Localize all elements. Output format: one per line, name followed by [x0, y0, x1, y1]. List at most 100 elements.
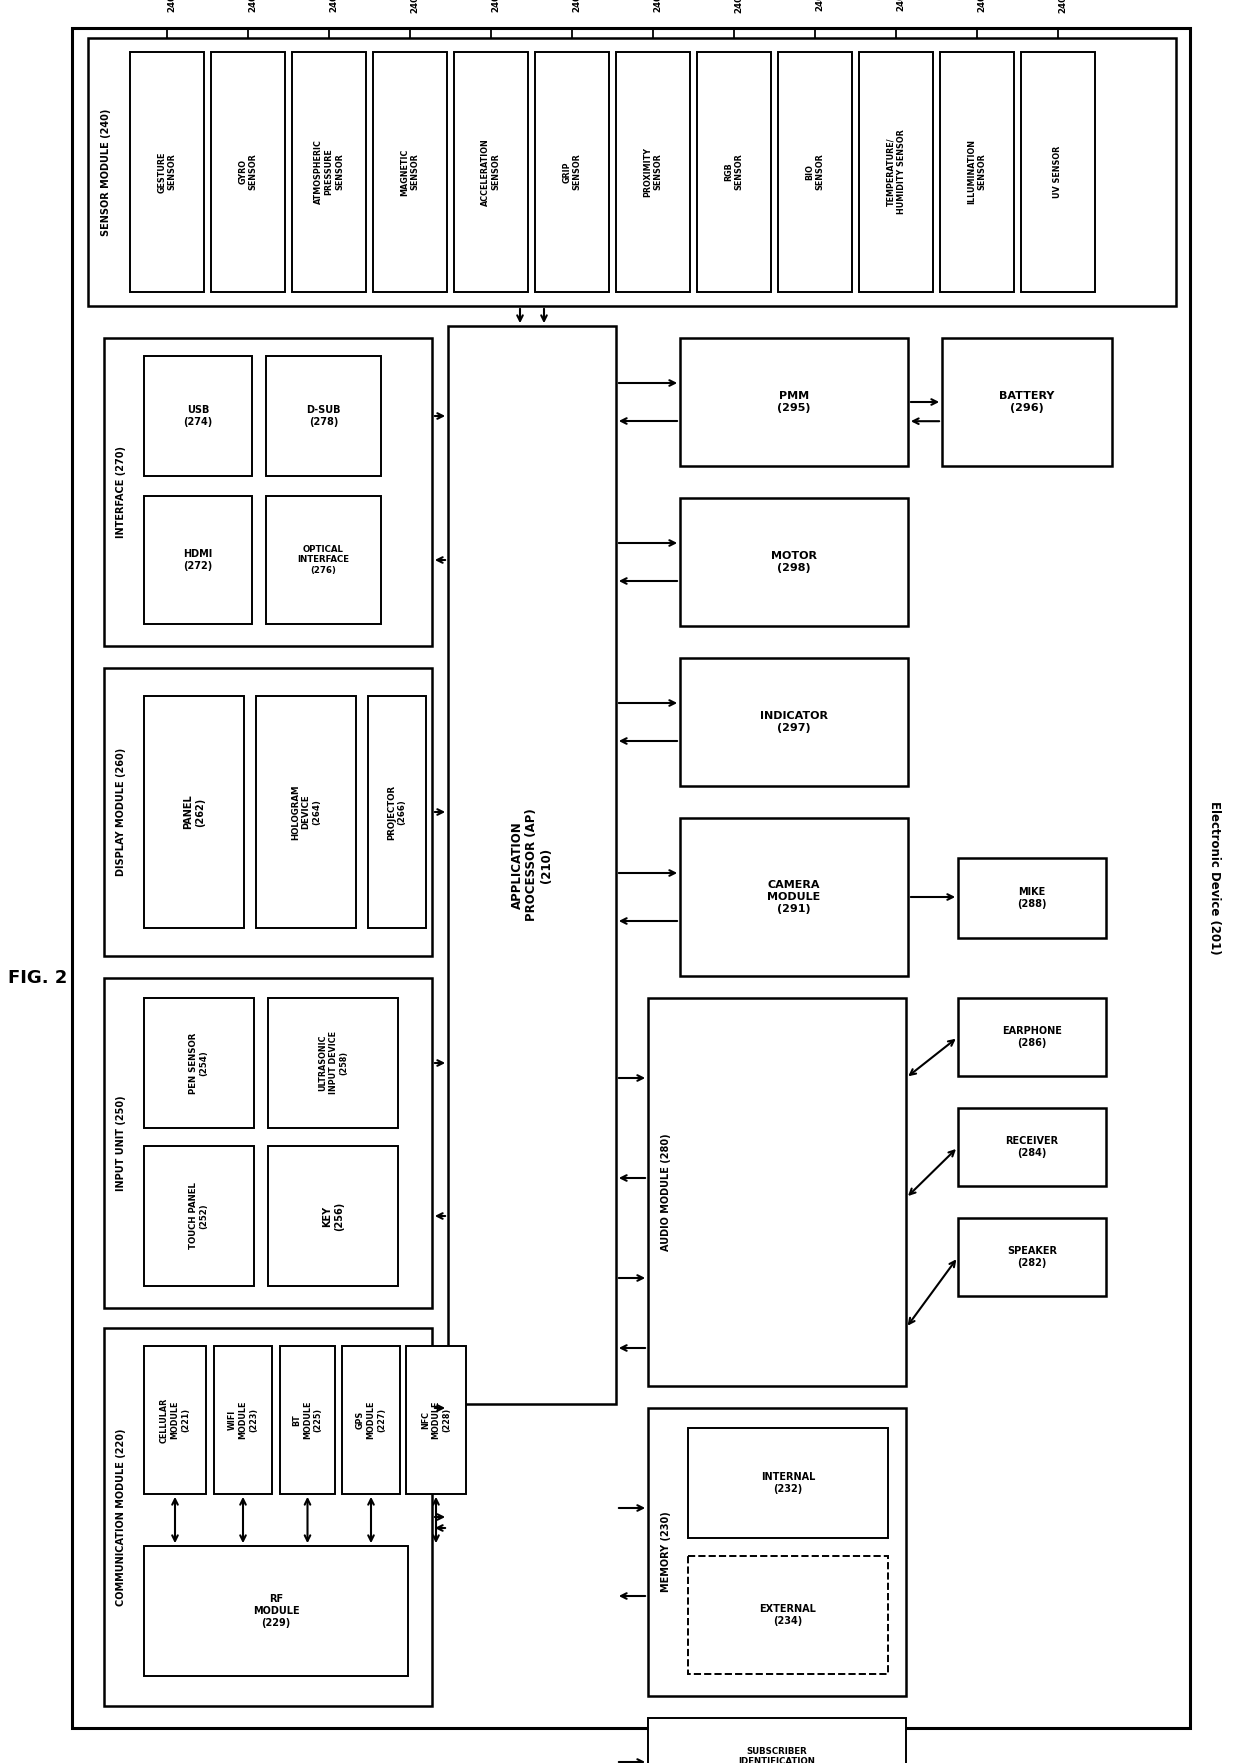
Text: PEN SENSOR
(254): PEN SENSOR (254) — [190, 1033, 208, 1093]
Text: EARPHONE
(286): EARPHONE (286) — [1002, 1026, 1061, 1047]
Text: PANEL
(262): PANEL (262) — [184, 795, 205, 829]
Bar — [268, 1146, 398, 1285]
Bar — [215, 1345, 272, 1493]
Text: D-SUB
(278): D-SUB (278) — [306, 405, 341, 427]
Text: MIKE
(288): MIKE (288) — [1017, 887, 1047, 908]
Bar — [267, 356, 381, 476]
Bar — [280, 1345, 335, 1493]
Bar — [680, 658, 908, 786]
Bar — [211, 51, 285, 293]
Text: INDICATOR
(297): INDICATOR (297) — [760, 710, 828, 733]
Text: 240A: 240A — [167, 0, 176, 12]
Text: COMMUNICATION MODULE (220): COMMUNICATION MODULE (220) — [117, 1428, 126, 1606]
Text: HOLOGRAM
DEVICE
(264): HOLOGRAM DEVICE (264) — [291, 785, 321, 839]
Text: INTERNAL
(232): INTERNAL (232) — [761, 1472, 815, 1493]
Text: GESTURE
SENSOR: GESTURE SENSOR — [157, 152, 176, 192]
Bar — [777, 51, 852, 293]
Bar — [454, 51, 528, 293]
Bar — [649, 1409, 906, 1696]
Bar — [942, 338, 1112, 465]
Bar — [104, 668, 432, 956]
Text: DISPLAY MODULE (260): DISPLAY MODULE (260) — [117, 748, 126, 876]
Bar — [291, 51, 366, 293]
Text: 240D: 240D — [410, 0, 419, 12]
Text: SUBSCRIBER
IDENTIFICATION
MODULE (224): SUBSCRIBER IDENTIFICATION MODULE (224) — [739, 1747, 816, 1763]
Bar — [616, 51, 689, 293]
Text: GRIP
SENSOR: GRIP SENSOR — [562, 153, 582, 190]
Text: RF
MODULE
(229): RF MODULE (229) — [253, 1594, 299, 1627]
Text: TOUCH PANEL
(252): TOUCH PANEL (252) — [190, 1183, 208, 1250]
Text: 240E: 240E — [491, 0, 501, 12]
Bar — [649, 1717, 906, 1763]
Text: CAMERA
MODULE
(291): CAMERA MODULE (291) — [768, 880, 821, 913]
Text: 240G: 240G — [653, 0, 662, 12]
Bar — [959, 1218, 1106, 1296]
Text: GYRO
SENSOR: GYRO SENSOR — [238, 153, 258, 190]
Bar — [534, 51, 609, 293]
Text: EXTERNAL
(234): EXTERNAL (234) — [760, 1604, 816, 1625]
Bar — [1021, 51, 1095, 293]
Text: INPUT UNIT (250): INPUT UNIT (250) — [117, 1095, 126, 1190]
Text: BIO
SENSOR: BIO SENSOR — [805, 153, 825, 190]
Text: HDMI
(272): HDMI (272) — [184, 550, 212, 571]
Text: AUDIO MODULE (280): AUDIO MODULE (280) — [661, 1134, 671, 1250]
Bar — [859, 51, 932, 293]
Bar — [255, 696, 356, 927]
Bar — [959, 1107, 1106, 1186]
Text: PROJECTOR
(266): PROJECTOR (266) — [387, 785, 407, 839]
Bar — [697, 51, 771, 293]
Bar — [959, 998, 1106, 1075]
Bar — [144, 495, 252, 624]
Text: 240F: 240F — [573, 0, 582, 12]
Text: BT
MODULE
(225): BT MODULE (225) — [293, 1402, 322, 1439]
Text: INTERFACE (270): INTERFACE (270) — [117, 446, 126, 538]
Text: ATMOSPHERIC
PRESSURE
SENSOR: ATMOSPHERIC PRESSURE SENSOR — [314, 139, 343, 205]
Text: ILLUMINATION
SENSOR: ILLUMINATION SENSOR — [967, 139, 987, 205]
Text: SPEAKER
(282): SPEAKER (282) — [1007, 1246, 1056, 1268]
Bar — [267, 495, 381, 624]
Text: MOTOR
(298): MOTOR (298) — [771, 552, 817, 573]
Text: 240H: 240H — [734, 0, 744, 12]
Text: WIFI
MODULE
(223): WIFI MODULE (223) — [228, 1402, 258, 1439]
Text: USB
(274): USB (274) — [184, 405, 212, 427]
Text: UV SENSOR: UV SENSOR — [1054, 146, 1063, 197]
Text: Electronic Device (201): Electronic Device (201) — [1209, 800, 1221, 956]
Bar — [130, 51, 205, 293]
Bar — [649, 998, 906, 1386]
Bar — [368, 696, 427, 927]
Text: ACCELERATION
SENSOR: ACCELERATION SENSOR — [481, 138, 501, 206]
Text: 240I: 240I — [816, 0, 825, 11]
Text: NFC
MODULE
(228): NFC MODULE (228) — [422, 1402, 451, 1439]
Bar — [342, 1345, 401, 1493]
Text: PMM
(295): PMM (295) — [777, 391, 811, 413]
Bar — [959, 859, 1106, 938]
Bar — [144, 696, 244, 927]
Text: 240B: 240B — [248, 0, 258, 12]
Bar — [680, 818, 908, 977]
Text: RGB
SENSOR: RGB SENSOR — [724, 153, 744, 190]
Text: PROXIMITY
SENSOR: PROXIMITY SENSOR — [644, 146, 662, 197]
Text: RECEIVER
(284): RECEIVER (284) — [1006, 1135, 1059, 1158]
Bar — [144, 1146, 254, 1285]
Bar — [405, 1345, 466, 1493]
Bar — [144, 1345, 206, 1493]
Bar — [680, 338, 908, 465]
Bar — [104, 1328, 432, 1707]
Bar — [144, 998, 254, 1128]
Text: SENSOR MODULE (240): SENSOR MODULE (240) — [100, 108, 112, 236]
Text: 240J: 240J — [897, 0, 905, 11]
Text: KEY
(256): KEY (256) — [322, 1201, 343, 1231]
Bar — [144, 356, 252, 476]
Bar — [940, 51, 1014, 293]
Text: BATTERY
(296): BATTERY (296) — [999, 391, 1055, 413]
Text: CELLULAR
MODULE
(221): CELLULAR MODULE (221) — [160, 1398, 190, 1442]
Bar — [688, 1428, 888, 1537]
Text: TEMPERATURE/
HUMIDITY SENSOR: TEMPERATURE/ HUMIDITY SENSOR — [887, 130, 905, 215]
Bar — [688, 1557, 888, 1675]
Bar — [268, 998, 398, 1128]
Text: OPTICAL
INTERFACE
(276): OPTICAL INTERFACE (276) — [298, 545, 350, 575]
Bar — [144, 1546, 408, 1677]
Text: 240K: 240K — [977, 0, 987, 12]
Text: 240M: 240M — [1059, 0, 1068, 14]
Text: 240C: 240C — [330, 0, 339, 12]
